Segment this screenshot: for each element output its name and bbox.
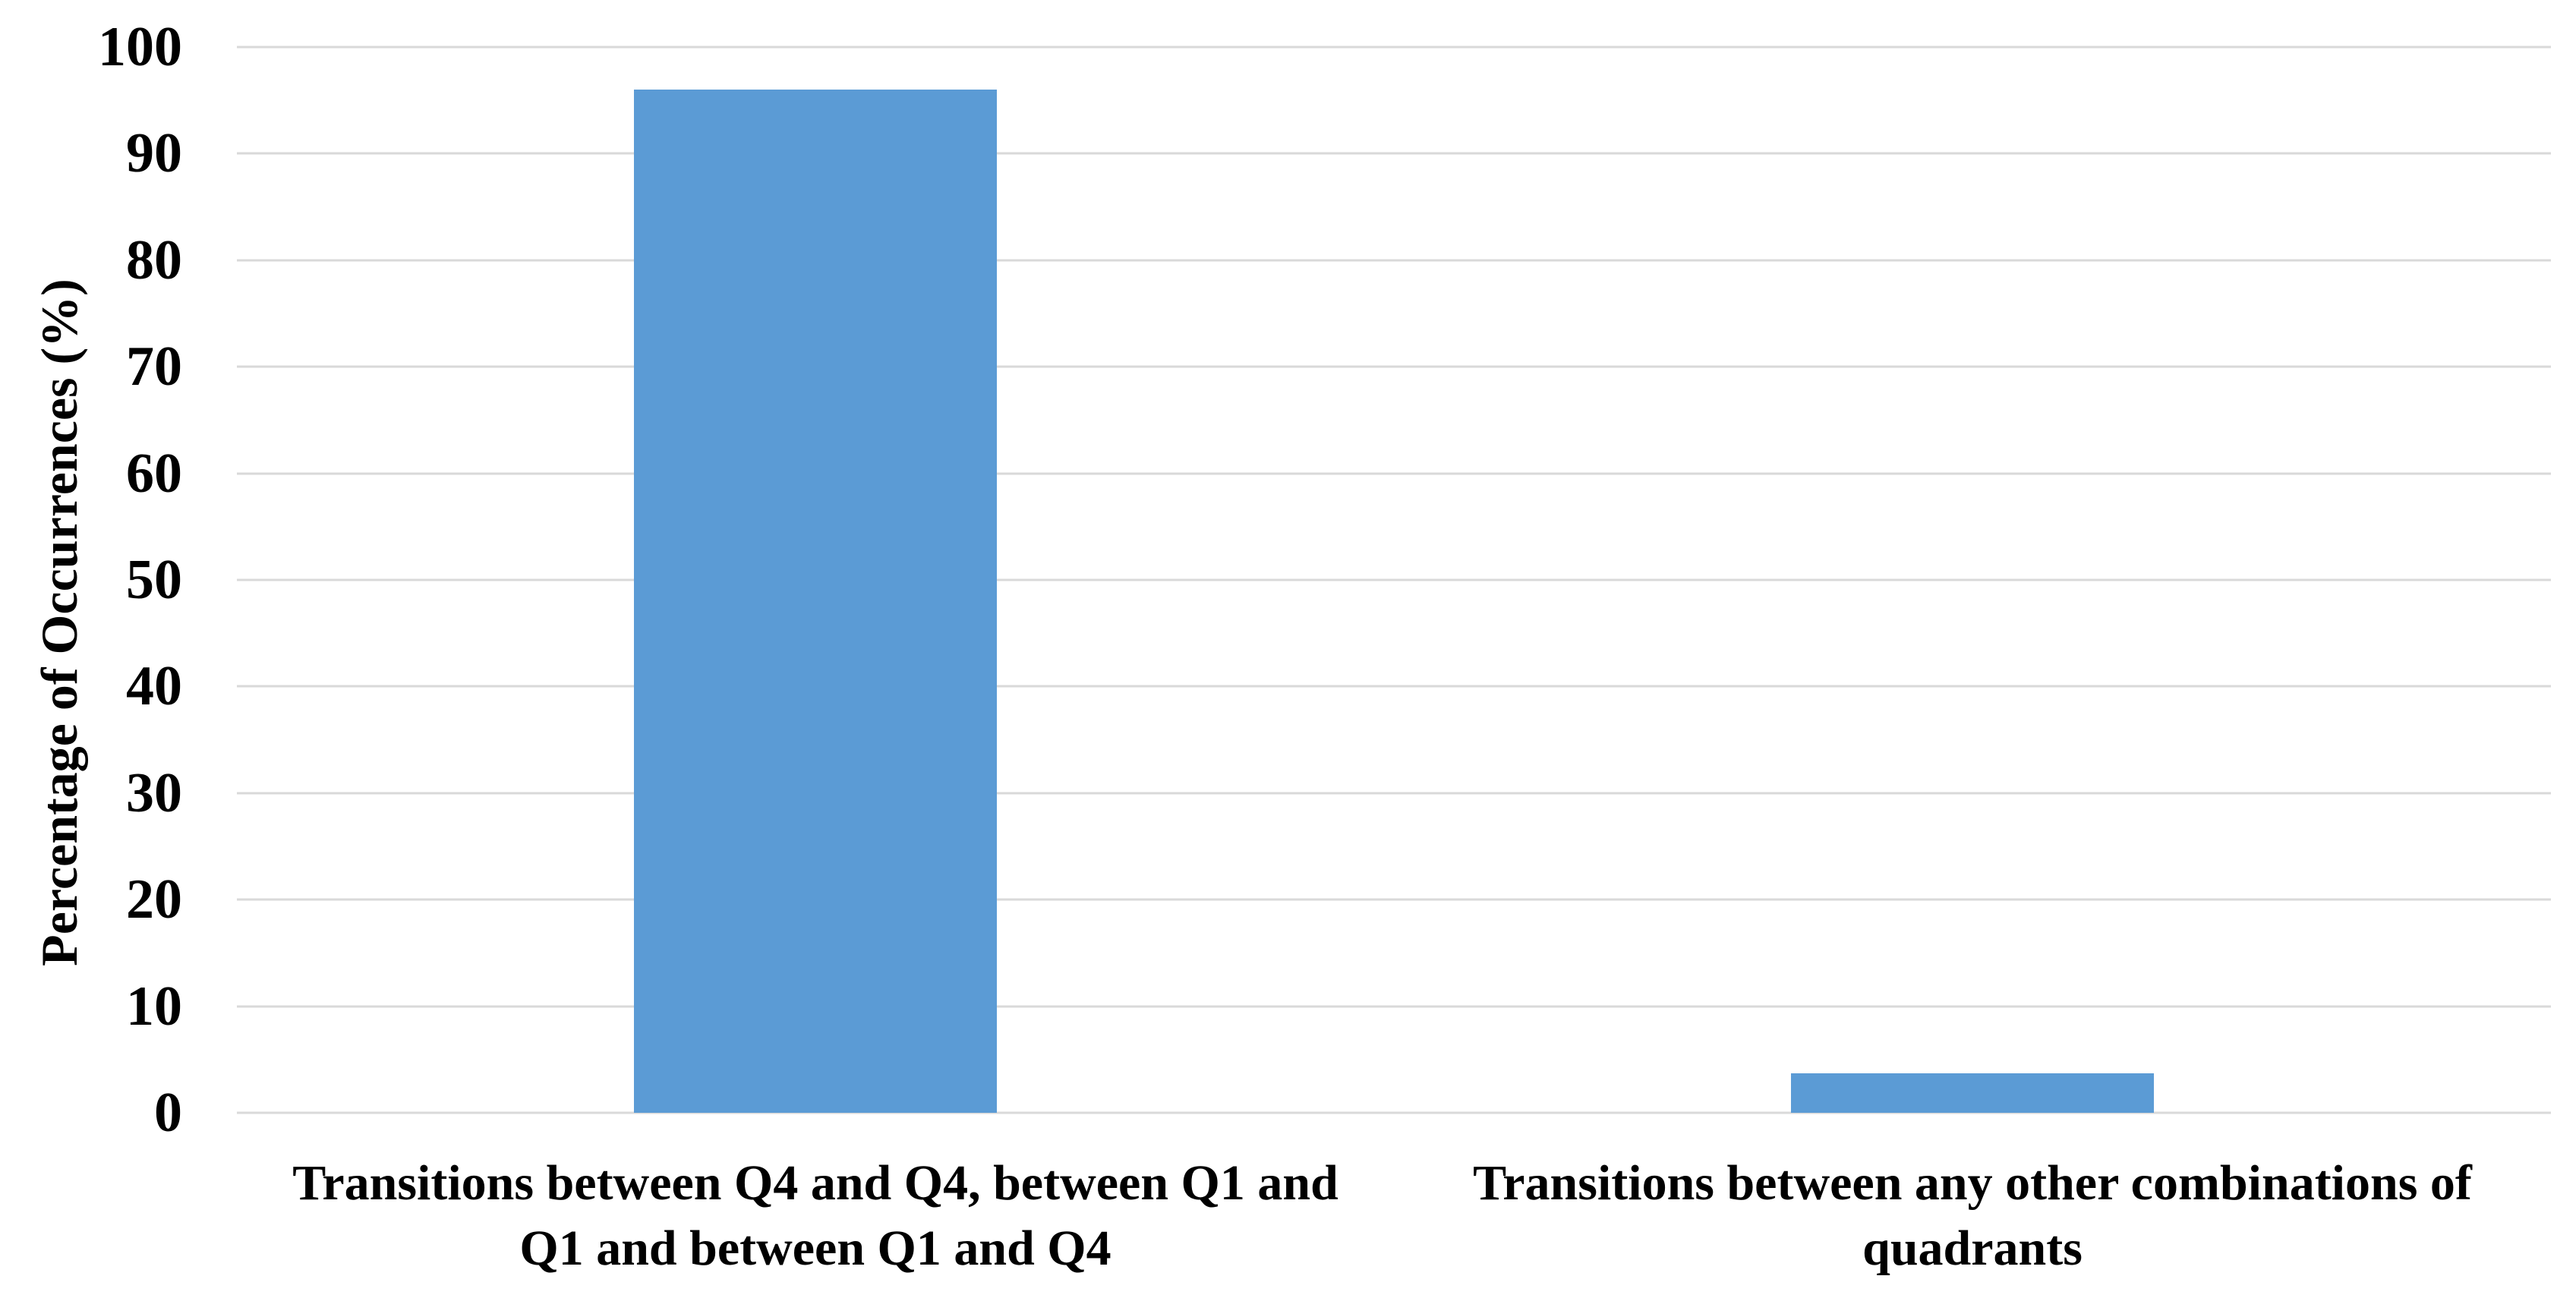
bar-category-0 — [634, 90, 997, 1113]
bar-category-1 — [1791, 1073, 2154, 1113]
y-tick-label-50: 50 — [126, 549, 182, 611]
y-tick-label-100: 100 — [98, 16, 182, 78]
y-tick-label-70: 70 — [126, 336, 182, 399]
gridline-90 — [237, 152, 2551, 155]
plot-area — [237, 46, 2551, 1114]
gridline-50 — [237, 578, 2551, 581]
y-tick-label-60: 60 — [126, 442, 182, 505]
y-tick-label-90: 90 — [126, 122, 182, 185]
gridline-10 — [237, 1005, 2551, 1008]
y-tick-label-80: 80 — [126, 228, 182, 291]
y-tick-label-40: 40 — [126, 655, 182, 718]
gridline-60 — [237, 472, 2551, 475]
gridline-40 — [237, 685, 2551, 688]
x-axis-category-labels: Transitions between Q4 and Q4, between Q… — [237, 1151, 2551, 1281]
y-axis-tick-labels: 0 10 20 30 40 50 60 70 80 90 100 — [0, 19, 182, 1141]
category-label-1: Transitions between any other combinatio… — [1473, 1155, 2472, 1276]
gridline-30 — [237, 792, 2551, 795]
gridline-80 — [237, 259, 2551, 262]
y-tick-label-0: 0 — [154, 1082, 182, 1144]
gridline-70 — [237, 365, 2551, 368]
category-cell-0: Transitions between Q4 and Q4, between Q… — [237, 1151, 1394, 1281]
category-cell-1: Transitions between any other combinatio… — [1394, 1151, 2551, 1281]
gridline-20 — [237, 898, 2551, 901]
gridline-100 — [237, 46, 2551, 49]
y-tick-label-10: 10 — [126, 975, 182, 1038]
gridline-0 — [237, 1111, 2551, 1114]
y-tick-label-20: 20 — [126, 868, 182, 931]
category-label-0: Transitions between Q4 and Q4, between Q… — [292, 1155, 1338, 1276]
y-tick-label-30: 30 — [126, 761, 182, 824]
